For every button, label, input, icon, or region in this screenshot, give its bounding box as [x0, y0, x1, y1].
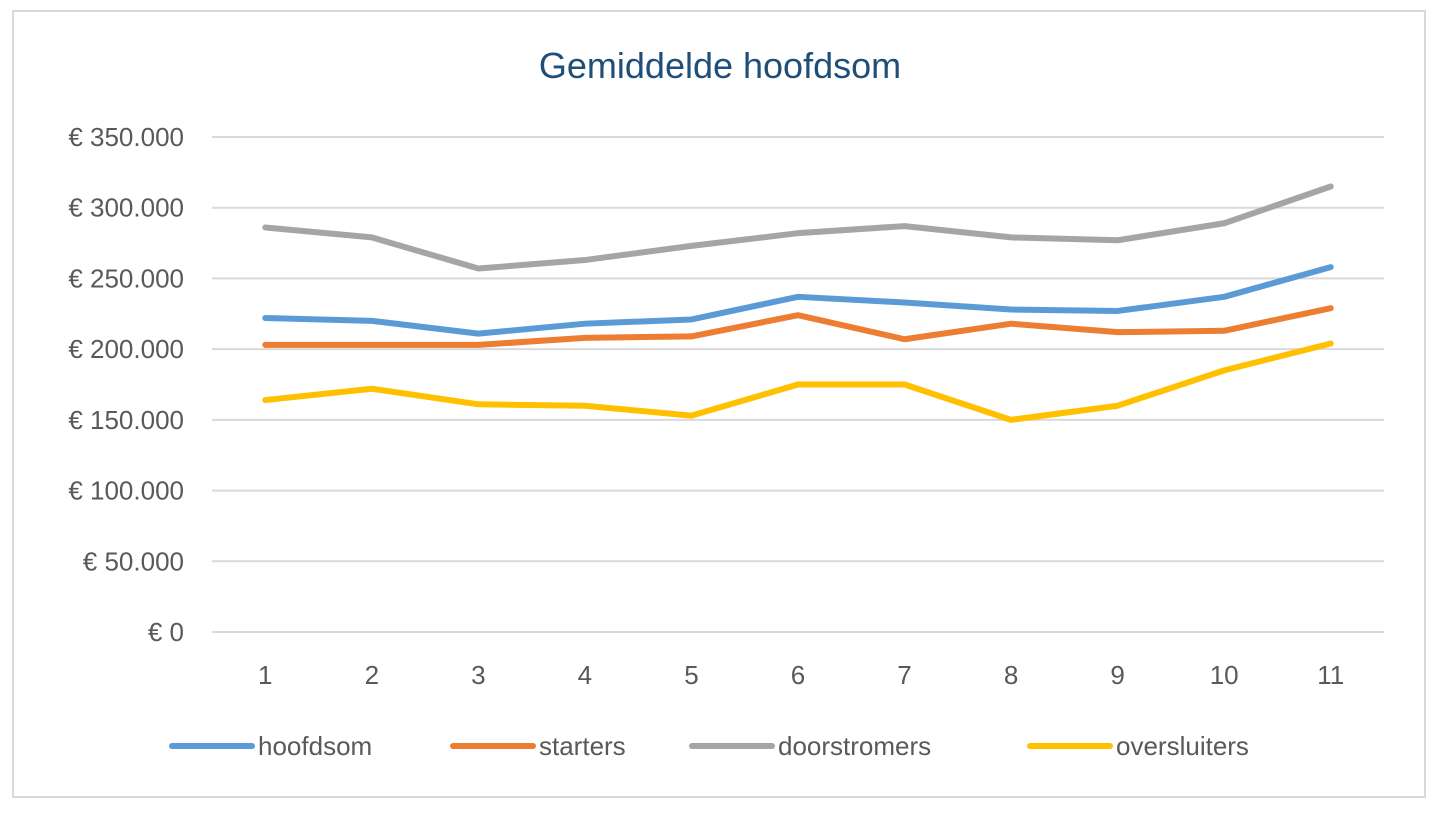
y-tick-label: € 200.000 — [68, 334, 184, 364]
x-tick-label: 6 — [791, 660, 805, 690]
legend-item: oversluiters — [1027, 731, 1249, 761]
y-tick-label: € 350.000 — [68, 122, 184, 152]
legend-label: oversluiters — [1116, 731, 1249, 761]
chart-title: Gemiddelde hoofdsom — [539, 45, 901, 86]
legend-label: starters — [539, 731, 626, 761]
x-tick-label: 5 — [684, 660, 698, 690]
legend-label: hoofdsom — [258, 731, 372, 761]
x-tick-label: 4 — [578, 660, 592, 690]
x-tick-label: 1 — [258, 660, 272, 690]
series-line — [262, 305, 1334, 348]
gridlines — [212, 136, 1384, 633]
x-tick-label: 2 — [365, 660, 379, 690]
series-lines — [262, 183, 1334, 423]
legend: hoofdsom starters doorstromers oversluiters — [169, 731, 1249, 761]
x-tick-label: 9 — [1110, 660, 1124, 690]
x-axis-ticks: 1 2 3 4 5 6 7 8 9 10 11 — [258, 660, 1344, 690]
y-tick-label: € 150.000 — [68, 405, 184, 435]
y-tick-label: € 100.000 — [68, 476, 184, 506]
series-hoofdsom — [262, 264, 1334, 337]
series-line — [262, 183, 1334, 272]
chart-frame — [12, 10, 1426, 798]
y-tick-label: € 250.000 — [68, 263, 184, 293]
x-tick-label: 11 — [1317, 660, 1344, 690]
legend-item: doorstromers — [689, 731, 931, 761]
y-tick-label: € 0 — [148, 617, 184, 647]
y-axis-ticks: € 0 € 50.000 € 100.000 € 150.000 € 200.000 € … — [68, 122, 184, 647]
series-line — [262, 264, 1334, 337]
x-tick-label: 10 — [1210, 660, 1239, 690]
legend-item: hoofdsom — [169, 731, 372, 761]
legend-label: doorstromers — [778, 731, 931, 761]
series-line — [262, 340, 1334, 423]
y-tick-label: € 300.000 — [68, 193, 184, 223]
legend-item: starters — [450, 731, 626, 761]
series-doorstromers — [262, 183, 1334, 272]
series-oversluiters — [262, 340, 1334, 423]
series-starters — [262, 305, 1334, 348]
x-tick-label: 8 — [1004, 660, 1018, 690]
x-tick-label: 3 — [471, 660, 485, 690]
x-tick-label: 7 — [897, 660, 911, 690]
y-tick-label: € 50.000 — [83, 546, 184, 576]
